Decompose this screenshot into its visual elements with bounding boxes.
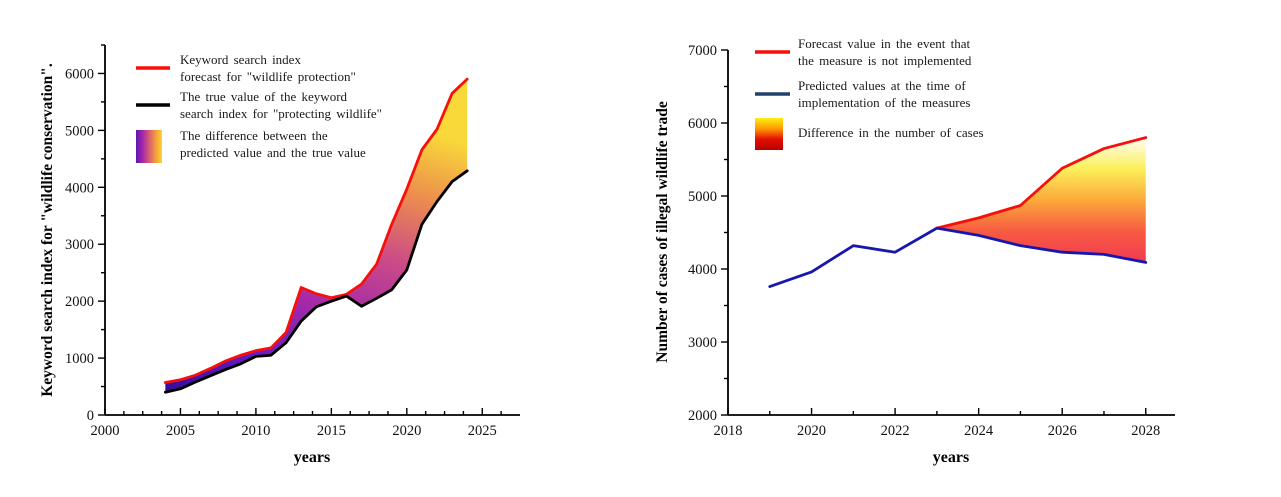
x-tick-label: 2020	[797, 423, 826, 439]
x-tick-label: 2025	[468, 423, 497, 439]
y-tick-label: 1000	[65, 351, 94, 367]
y-tick-label: 0	[87, 408, 94, 424]
x-tick-label: 2024	[964, 423, 994, 439]
y-tick-label: 3000	[688, 335, 717, 351]
x-tick-label: 2005	[166, 423, 195, 439]
y-tick-label: 4000	[65, 180, 94, 196]
illegal-trade-cases-chart: Number of cases of illegal wildlife trad…	[654, 36, 1175, 466]
left-x-axis-title: years	[294, 449, 330, 466]
legend-label: Predicted values at the time of	[798, 78, 966, 93]
y-tick-label: 5000	[688, 189, 717, 205]
y-tick-label: 2000	[65, 294, 94, 310]
right-x-axis-title: years	[933, 449, 969, 466]
y-tick-label: 6000	[65, 66, 94, 82]
legend-label: forecast for "wildlife protection"	[180, 69, 356, 84]
wildlife-search-index-chart: Keyword search index for "wildlife conse…	[39, 44, 520, 466]
x-tick-label: 2000	[91, 423, 120, 439]
series-line-0	[935, 136, 1148, 230]
x-tick-label: 2020	[392, 423, 421, 439]
series-line-0	[163, 77, 469, 384]
x-tick-label: 2015	[317, 423, 346, 439]
y-tick-label: 5000	[65, 123, 94, 139]
legend-label: The difference between the	[180, 128, 328, 143]
x-tick-label: 2018	[714, 423, 743, 439]
y-tick-label: 3000	[65, 237, 94, 253]
x-tick-label: 2022	[881, 423, 910, 439]
legend-label: predicted value and the true value	[180, 145, 366, 160]
legend-label: Difference in the number of cases	[798, 125, 984, 140]
legend-label: The true value of the keyword	[180, 89, 348, 104]
x-tick-label: 2026	[1048, 423, 1077, 439]
series-line-1	[768, 226, 1148, 288]
y-tick-label: 7000	[688, 43, 717, 59]
y-tick-label: 4000	[688, 262, 717, 278]
legend-label: Keyword search index	[180, 52, 301, 67]
legend-label: the measure is not implemented	[798, 53, 972, 68]
right-y-axis-title: Number of cases of illegal wildlife trad…	[654, 101, 671, 363]
legend-label: implementation of the measures	[798, 95, 970, 110]
legend-gradient-swatch	[755, 118, 783, 150]
difference-area-fill	[165, 79, 468, 393]
difference-area-fill	[936, 137, 1146, 263]
y-tick-label: 2000	[688, 408, 717, 424]
legend-label: search index for "protecting wildlife"	[180, 106, 382, 121]
x-tick-label: 2010	[241, 423, 270, 439]
series-line-1	[163, 169, 469, 394]
x-tick-label: 2028	[1131, 423, 1160, 439]
y-tick-label: 6000	[688, 116, 717, 132]
legend-label: Forecast value in the event that	[798, 36, 970, 51]
left-y-axis-title: Keyword search index for "wildlife conse…	[39, 63, 56, 397]
legend-gradient-swatch	[136, 130, 162, 163]
